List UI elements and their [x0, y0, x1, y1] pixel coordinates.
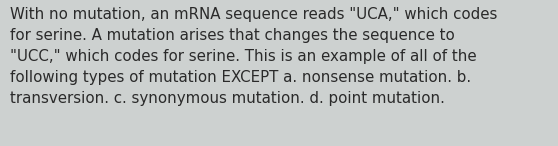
Text: With no mutation, an mRNA sequence reads "UCA," which codes
for serine. A mutati: With no mutation, an mRNA sequence reads…	[10, 7, 497, 106]
